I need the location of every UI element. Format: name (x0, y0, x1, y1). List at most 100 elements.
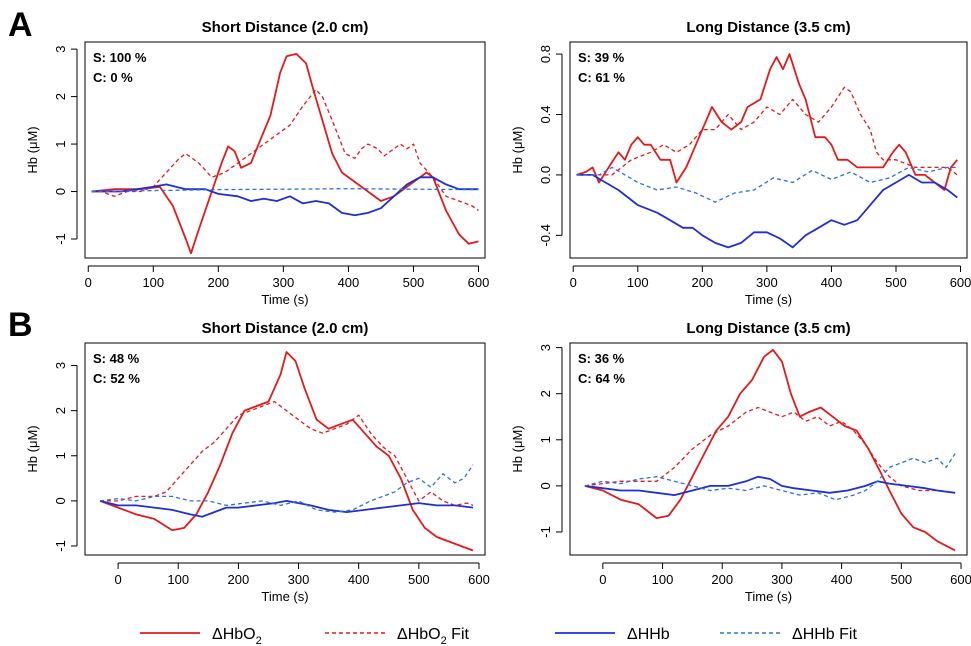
legend-hhb-label: ΔHHb (627, 626, 670, 643)
x-tick-label: 200 (207, 275, 229, 290)
series-hbo2 (99, 351, 474, 552)
y-tick-label: -1 (53, 540, 68, 552)
plot-frame (569, 41, 968, 259)
x-axis-label: Time (s) (745, 589, 792, 604)
series-hbo2-fit (91, 88, 479, 212)
series-hbo2-fit (576, 86, 958, 176)
y-axis-label: Hb (μM) (25, 126, 40, 173)
panel-letter-a: A (8, 6, 33, 44)
x-tick-label: 100 (652, 572, 674, 587)
series-group (576, 53, 958, 249)
y-tick-label: -1 (538, 526, 553, 538)
x-tick-label: 500 (885, 275, 907, 290)
y-tick-label: 3 (53, 362, 68, 369)
x-tick-label: 300 (756, 275, 778, 290)
x-tick-label: 600 (468, 572, 490, 587)
series-hhb-fit (99, 464, 474, 513)
y-tick-label: 0 (53, 188, 68, 195)
x-axis-label: Time (s) (261, 292, 308, 307)
y-axis-label: Hb (μM) (25, 425, 40, 472)
y-tick-label: 0 (538, 482, 553, 489)
x-tick-label: 600 (468, 275, 490, 290)
y-tick-label: -0.4 (538, 224, 553, 246)
chart-title: Short Distance (2.0 cm) (202, 320, 369, 337)
x-tick-label: 600 (950, 572, 971, 587)
x-tick-label: 0 (570, 275, 577, 290)
series-group (584, 349, 956, 552)
chart-title: Short Distance (2.0 cm) (202, 19, 369, 36)
y-tick-label: 0.8 (538, 45, 553, 63)
annotation-s: S: 39 % (578, 50, 625, 65)
x-tick-label: 400 (821, 275, 843, 290)
series-hhb-fit (91, 188, 479, 193)
x-tick-label: 300 (273, 275, 295, 290)
series-hhb (576, 174, 958, 249)
chart-title: Long Distance (3.5 cm) (686, 320, 850, 337)
x-tick-label: 100 (627, 275, 649, 290)
y-tick-label: 0 (53, 497, 68, 504)
series-hbo2 (91, 53, 479, 255)
x-axis-label: Time (s) (745, 292, 792, 307)
chart-3: 0 100 200 300 400 500 600 Time (s) -1 0 1 2 3 Hb (μM)… (25, 320, 490, 604)
y-tick-label: 3 (53, 46, 68, 53)
legend: ΔHbO2 ΔHbO2 Fit ΔHHb ΔHHb Fit (140, 626, 857, 646)
x-tick-label: 400 (831, 572, 853, 587)
y-tick-label: 0.0 (538, 166, 553, 184)
plot-frame (84, 342, 486, 556)
x-tick-label: 200 (228, 572, 250, 587)
y-axis-label: Hb (μM) (510, 126, 525, 173)
annotation-s: S: 100 % (93, 50, 147, 65)
x-tick-label: 400 (338, 275, 360, 290)
x-tick-label: 300 (288, 572, 310, 587)
y-tick-label: 2 (53, 407, 68, 414)
x-tick-label: 400 (348, 572, 370, 587)
series-hhb (91, 176, 479, 217)
annotation-s: S: 48 % (93, 351, 140, 366)
x-tick-label: 200 (691, 275, 713, 290)
plot-frame (84, 41, 486, 259)
y-tick-label: 0.4 (538, 105, 553, 123)
x-tick-label: 0 (599, 572, 606, 587)
x-tick-label: 100 (167, 572, 189, 587)
x-tick-label: 100 (142, 275, 164, 290)
y-tick-label: 3 (538, 344, 553, 351)
legend-hhb-fit-label: ΔHHb Fit (792, 626, 857, 643)
x-tick-label: 300 (771, 572, 793, 587)
annotation-c: C: 52 % (93, 371, 140, 386)
series-hbo2 (576, 53, 958, 191)
y-tick-label: 1 (538, 436, 553, 443)
plot-frame (569, 342, 968, 556)
x-tick-label: 600 (950, 275, 971, 290)
chart-4: 0 100 200 300 400 500 600 Time (s) -1 0 1 2 3 Hb (μM)… (510, 320, 971, 604)
x-tick-label: 0 (114, 572, 121, 587)
series-hhb (584, 475, 956, 496)
annotation-s: S: 36 % (578, 351, 625, 366)
legend-hbo2-fit-label: ΔHbO2 Fit (397, 626, 469, 646)
x-tick-label: 500 (890, 572, 912, 587)
x-tick-label: 0 (85, 275, 92, 290)
annotation-c: C: 64 % (578, 371, 625, 386)
series-hhb-fit (584, 453, 956, 501)
chart-title: Long Distance (3.5 cm) (686, 19, 850, 36)
chart-2: 0 100 200 300 400 500 600 Time (s) -0.4 0.0 0.4 0.8… (510, 19, 971, 307)
x-tick-label: 200 (711, 572, 733, 587)
annotation-c: C: 0 % (93, 70, 133, 85)
series-hhb-fit (576, 166, 958, 203)
series-group (99, 351, 474, 552)
x-tick-label: 500 (403, 275, 425, 290)
x-axis-label: Time (s) (261, 589, 308, 604)
chart-1: 0 100 200 300 400 500 600 Time (s) -1 0 1 2 3 Hb (μM)… (25, 19, 489, 307)
series-group (91, 53, 479, 255)
y-tick-label: -1 (53, 233, 68, 245)
y-tick-label: 2 (538, 390, 553, 397)
y-tick-label: 1 (53, 140, 68, 147)
annotation-c: C: 61 % (578, 70, 625, 85)
series-hbo2-fit (100, 400, 474, 507)
panel-letter-b: B (8, 306, 33, 344)
y-tick-label: 1 (53, 452, 68, 459)
y-axis-label: Hb (μM) (510, 425, 525, 472)
series-hbo2 (584, 349, 956, 552)
legend-hbo2-label: ΔHbO2 (212, 626, 262, 646)
